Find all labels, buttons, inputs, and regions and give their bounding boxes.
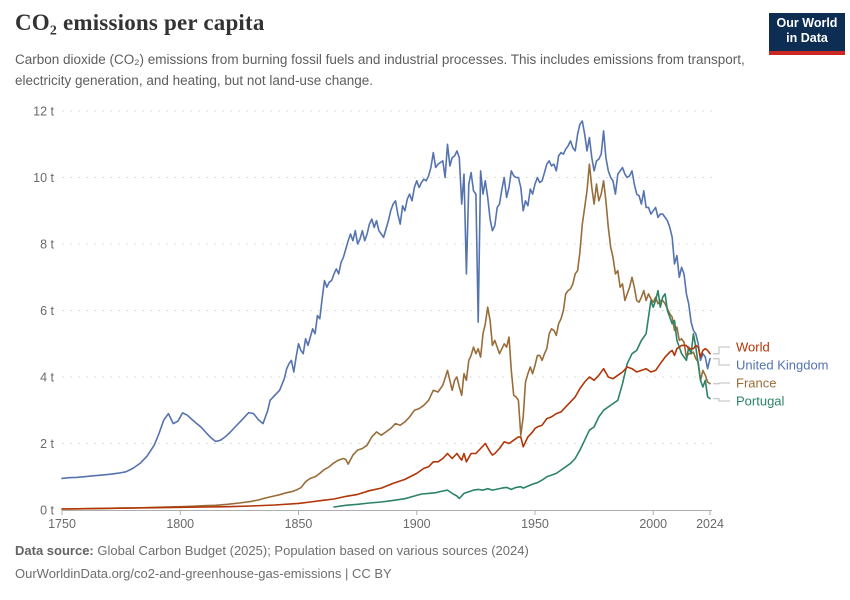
data-source-label: Data source: xyxy=(15,543,94,558)
legend-connector-france xyxy=(713,382,730,385)
y-axis-label-10t: 10 t xyxy=(33,171,54,185)
legend-connector-world xyxy=(713,346,730,355)
legend-connector-portugal xyxy=(713,397,730,402)
x-axis-label-1950: 1950 xyxy=(521,517,549,531)
series-line-france[interactable] xyxy=(61,163,711,510)
y-axis-label-12t: 12 t xyxy=(33,105,54,119)
x-axis-label-1900: 1900 xyxy=(403,517,431,531)
series-line-world[interactable] xyxy=(61,344,711,510)
owid-logo-line1: Our World xyxy=(776,16,838,30)
legend-label-portugal[interactable]: Portugal xyxy=(736,394,785,409)
legend-label-france[interactable]: France xyxy=(736,376,776,391)
chart-area: 0 t 2 t 4 t 6 t 8 t 10 t 12 t 1750 1800 1850 1900 1… xyxy=(0,95,850,545)
owid-logo-line2: in Data xyxy=(786,31,828,45)
legend-label-world[interactable]: World xyxy=(736,340,770,355)
legend-label-united-kingdom[interactable]: United Kingdom xyxy=(736,358,829,373)
legend-connector-united-kingdom xyxy=(713,358,730,366)
x-axis-label-2000: 2000 xyxy=(639,517,667,531)
x-axis-label-1850: 1850 xyxy=(285,517,313,531)
series-line-portugal[interactable] xyxy=(333,289,711,508)
citation-line: OurWorldinData.org/co2-and-greenhouse-ga… xyxy=(15,566,392,581)
y-axis-label-8t: 8 t xyxy=(40,238,54,252)
y-axis-label-6t: 6 t xyxy=(40,304,54,318)
data-source-line: Data source: Global Carbon Budget (2025)… xyxy=(15,543,529,558)
data-source-text: Global Carbon Budget (2025); Population … xyxy=(93,543,529,558)
chart-subtitle: Carbon dioxide (CO₂) emissions from burn… xyxy=(15,52,745,88)
y-axis-label-4t: 4 t xyxy=(40,371,54,385)
y-axis-label-0t: 0 t xyxy=(40,504,54,518)
y-axis-label-2t: 2 t xyxy=(40,437,54,451)
x-axis-label-2024: 2024 xyxy=(696,517,724,531)
chart-canvas: 0 t 2 t 4 t 6 t 8 t 10 t 12 t 1750 1800 1850 1900 1… xyxy=(33,105,829,532)
x-axis-label-1800: 1800 xyxy=(166,517,194,531)
page-title: CO₂ emissions per capita xyxy=(15,10,265,35)
x-axis-label-1750: 1750 xyxy=(48,517,76,531)
owid-logo[interactable]: Our World in Data xyxy=(769,13,845,55)
series-line-united-kingdom[interactable] xyxy=(61,120,711,480)
